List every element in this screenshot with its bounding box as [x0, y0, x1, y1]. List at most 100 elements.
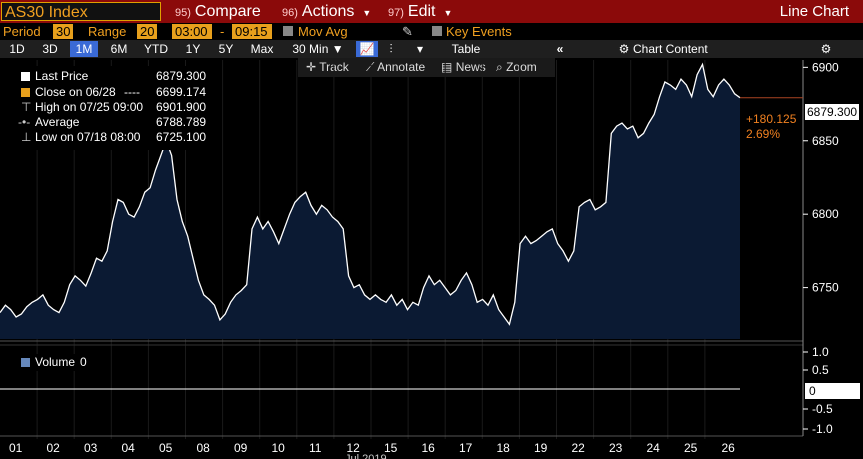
- x-tick-label: 16: [422, 441, 436, 455]
- volume-tick-label: -0.5: [812, 402, 833, 416]
- legend-dashes: ----: [124, 85, 140, 99]
- settings-gear-icon[interactable]: ⚙: [820, 42, 832, 56]
- chart-content-button[interactable]: Chart Content: [633, 42, 708, 56]
- legend-row-close[interactable]: Close on 06/28 ---- 6699.174: [5, 85, 210, 101]
- zoom-icon: ⌕: [496, 60, 503, 74]
- x-tick-label: 05: [159, 441, 173, 455]
- mov-avg-checkbox[interactable]: [283, 26, 293, 36]
- news-tool[interactable]: ▤ News: [441, 58, 486, 77]
- x-axis-label: Jul 2019: [345, 453, 387, 459]
- legend-value: 6699.174: [156, 85, 207, 99]
- legend-label: Last Price: [35, 69, 89, 83]
- actions-menu[interactable]: 96) Actions ▼: [282, 0, 371, 23]
- x-tick-label: 10: [272, 441, 286, 455]
- x-tick-label: 24: [647, 441, 661, 455]
- period-button-ytd[interactable]: YTD: [144, 42, 168, 56]
- x-tick-label: 12: [347, 441, 361, 455]
- zoom-label: Zoom: [506, 60, 537, 74]
- period-button-1y[interactable]: 1Y: [185, 42, 201, 56]
- settings-bar: Period 30 Range 20 03:00 - 09:15 Mov Avg…: [0, 23, 863, 40]
- key-events-checkbox[interactable]: [432, 26, 442, 36]
- annotate-tool[interactable]: ⟋ Annotate: [366, 58, 425, 77]
- x-tick-label: 15: [384, 441, 398, 455]
- y-tick-label: 6850: [812, 134, 839, 148]
- legend-label: Average: [35, 115, 80, 129]
- average-marker-icon: -•-: [18, 115, 31, 129]
- period-button-3d[interactable]: 3D: [42, 42, 58, 56]
- news-label: News: [455, 60, 486, 74]
- legend-row-average[interactable]: -•- Average 6788.789: [5, 115, 210, 131]
- candlestick-icon[interactable]: ⫶: [389, 42, 393, 56]
- volume-tick-label: 1.0: [812, 345, 829, 359]
- interval-select[interactable]: 30 Min ▼: [292, 42, 344, 56]
- actions-menu-number: 96): [282, 7, 298, 19]
- table-button[interactable]: Table: [451, 42, 481, 56]
- annotate-label: Annotate: [377, 60, 426, 74]
- x-tick-label: 17: [459, 441, 473, 455]
- last-price-tag: 6879.300: [805, 104, 860, 120]
- x-tick-label: 18: [497, 441, 511, 455]
- chart-content-icon: ⚙: [618, 42, 630, 56]
- legend-row-low[interactable]: ⊥ Low on 07/18 08:00 6725.100: [5, 130, 210, 146]
- low-marker-icon: ⊥: [21, 130, 32, 144]
- chart-type-label[interactable]: Line Chart: [779, 3, 849, 20]
- volume-zero-tag: 0: [805, 383, 860, 399]
- price-legend: Last Price 6879.300 Close on 06/28 ---- …: [5, 66, 210, 150]
- period-button-6m[interactable]: 6M: [110, 42, 128, 56]
- price-line: [0, 62, 741, 326]
- edit-menu-label: Edit: [407, 3, 436, 20]
- x-tick-label: 26: [722, 441, 736, 455]
- x-tick-label: 22: [572, 441, 586, 455]
- y-tick-label: 6800: [812, 207, 839, 221]
- legend-value: 6725.100: [156, 130, 207, 144]
- x-tick-label: 11: [309, 441, 322, 455]
- volume-tick-label: 0.5: [812, 363, 829, 377]
- collapse-icon[interactable]: «: [556, 42, 564, 56]
- change-absolute: +180.125: [746, 112, 797, 126]
- line-chart-icon[interactable]: 📈: [356, 41, 378, 57]
- legend-label: High on 07/25 09:00: [35, 100, 144, 114]
- time-separator: -: [220, 24, 225, 39]
- volume-value: 0: [80, 355, 87, 369]
- volume-legend[interactable]: Volume 0: [5, 354, 90, 371]
- x-tick-label: 19: [534, 441, 548, 455]
- zoom-tool[interactable]: ⌕ Zoom: [496, 58, 537, 77]
- x-tick-label: 25: [684, 441, 698, 455]
- x-tick-label: 02: [47, 441, 61, 455]
- period-button-5y[interactable]: 5Y: [218, 42, 234, 56]
- high-marker-icon: ⊤: [21, 100, 32, 114]
- last-price-swatch-icon: [21, 72, 30, 81]
- chart-type-dropdown-icon[interactable]: ▾: [416, 42, 424, 56]
- compare-menu[interactable]: 95) Compare: [175, 0, 261, 23]
- pencil-icon[interactable]: ✎: [402, 24, 413, 39]
- legend-label: Low on 07/18 08:00: [35, 130, 141, 144]
- end-time-input[interactable]: 09:15: [232, 24, 272, 39]
- start-time-input[interactable]: 03:00: [172, 24, 212, 39]
- legend-value: 6788.789: [156, 115, 207, 129]
- crosshair-icon: ✛: [306, 60, 317, 74]
- period-button-max[interactable]: Max: [250, 42, 274, 56]
- key-events-label: Key Events: [446, 24, 512, 39]
- legend-row-last-price[interactable]: Last Price 6879.300: [5, 69, 210, 85]
- range-input[interactable]: 20: [137, 24, 157, 39]
- legend-value: 6879.300: [156, 69, 207, 83]
- interval-value: 30 Min: [292, 42, 329, 56]
- volume-label: Volume: [35, 355, 76, 369]
- compare-menu-number: 95): [175, 7, 191, 19]
- x-tick-label: 08: [197, 441, 211, 455]
- edit-caret-icon: ▼: [443, 8, 453, 18]
- period-button-1d[interactable]: 1D: [9, 42, 25, 56]
- period-input[interactable]: 30: [53, 24, 73, 39]
- legend-row-high[interactable]: ⊤ High on 07/25 09:00 6901.900: [5, 100, 210, 116]
- edit-menu[interactable]: 97) Edit ▼: [388, 0, 452, 23]
- y-tick-label: 6900: [812, 60, 839, 74]
- legend-label: Close on 06/28: [35, 85, 116, 99]
- news-icon: ▤: [441, 60, 453, 74]
- compare-menu-label: Compare: [194, 3, 261, 20]
- ticker-field[interactable]: AS30 Index: [1, 2, 161, 21]
- x-tick-label: 01: [9, 441, 23, 455]
- period-button-1m[interactable]: 1M: [70, 41, 98, 57]
- actions-caret-icon: ▼: [362, 8, 372, 18]
- volume-swatch-icon: [21, 358, 30, 367]
